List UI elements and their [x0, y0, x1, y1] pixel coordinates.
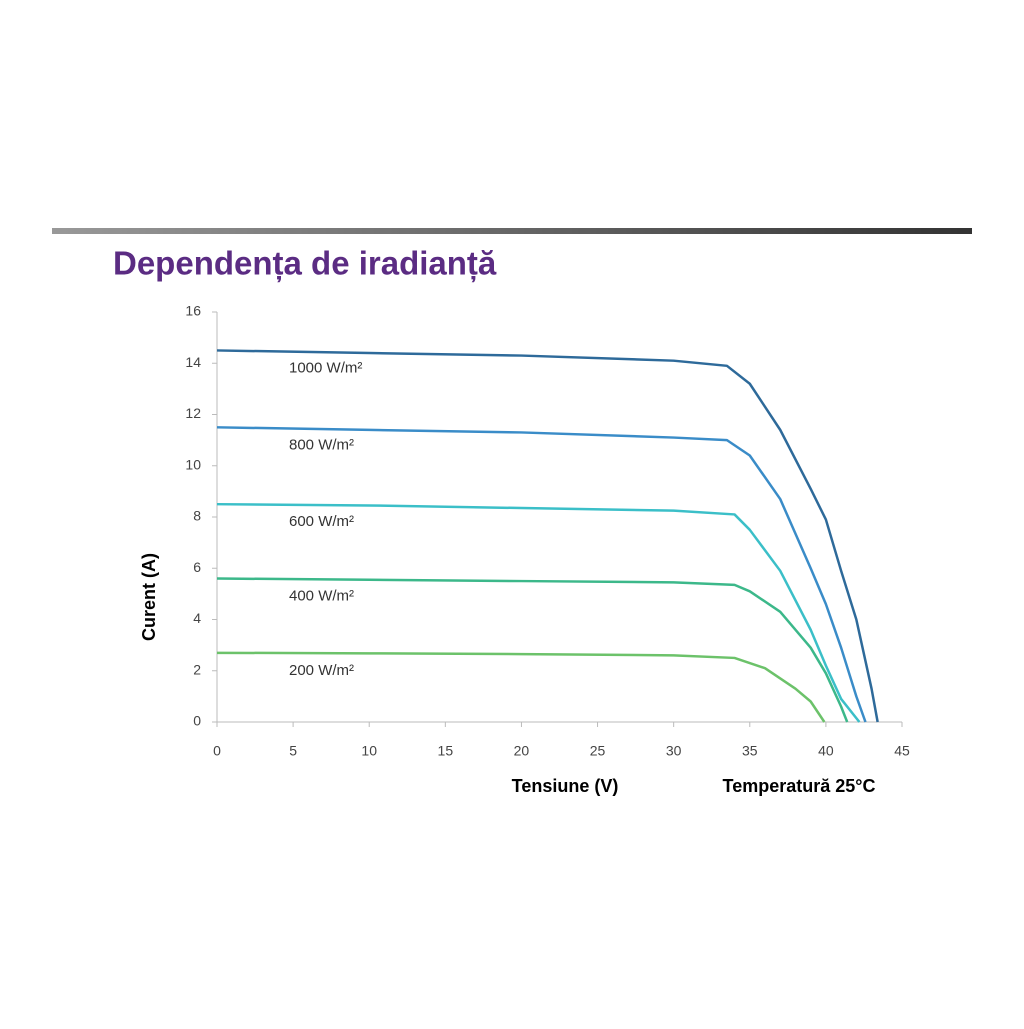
x-tick-label: 30 [666, 743, 682, 759]
y-axis-title: Curent (A) [139, 553, 159, 641]
y-tick-label: 10 [185, 456, 201, 472]
x-tick-label: 25 [590, 743, 606, 759]
y-tick-label: 0 [193, 713, 201, 729]
x-tick-label: 40 [818, 743, 834, 759]
x-tick-label: 20 [514, 743, 530, 759]
series-label: 800 W/m² [289, 436, 354, 453]
series-line [216, 502, 861, 723]
annotation: Temperatură 25°C [723, 776, 876, 796]
x-tick-label: 15 [438, 743, 454, 759]
x-tick-label: 45 [894, 743, 910, 759]
x-tick-label: 35 [742, 743, 758, 759]
series-label: 600 W/m² [289, 513, 354, 530]
series-label: 400 W/m² [289, 587, 354, 604]
y-tick-label: 16 [185, 303, 201, 319]
header-rule [52, 228, 972, 234]
series-line [216, 426, 867, 723]
y-tick-label: 2 [193, 661, 201, 677]
y-tick-label: 6 [193, 559, 201, 575]
series-line [216, 349, 879, 723]
y-tick-label: 4 [193, 610, 201, 626]
y-tick-label: 14 [185, 354, 201, 370]
series-line [216, 651, 826, 723]
x-axis-title: Tensiune (V) [512, 776, 619, 796]
y-tick-label: 8 [193, 508, 201, 524]
x-tick-label: 0 [213, 743, 221, 759]
x-tick-label: 10 [361, 743, 377, 759]
series-label: 1000 W/m² [289, 359, 362, 376]
x-tick-label: 5 [289, 743, 297, 759]
series-line [216, 577, 849, 723]
y-tick-label: 12 [185, 405, 201, 421]
chart-title: Dependența de iradianță [113, 245, 497, 283]
series-label: 200 W/m² [289, 662, 354, 679]
